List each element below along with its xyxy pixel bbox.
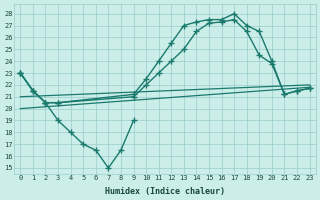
X-axis label: Humidex (Indice chaleur): Humidex (Indice chaleur)	[105, 187, 225, 196]
